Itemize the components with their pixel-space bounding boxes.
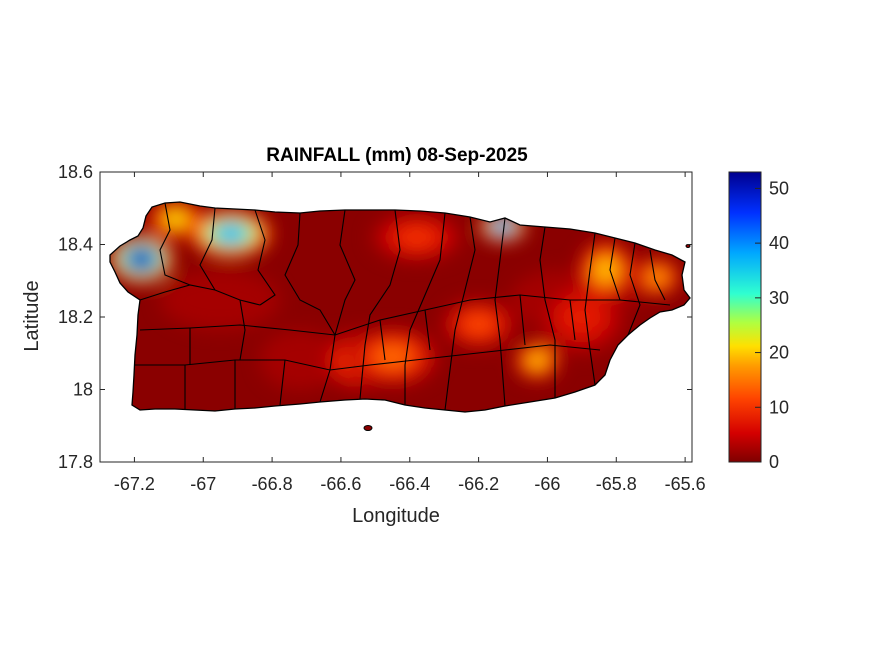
municipality-boundary: [424, 309, 431, 351]
x-axis: -67.2 -67 -66.8 -66.6 -66.4 -66.2 -66 -65.8 -65.…: [114, 172, 706, 494]
rain-cell: [494, 220, 512, 232]
x-tick-label: -66.4: [389, 474, 430, 494]
municipality-boundary: [135, 344, 601, 371]
municipality-boundary: [584, 232, 596, 386]
municipality-boundary: [649, 249, 666, 301]
small-islands: [363, 244, 691, 431]
y-tick-label: 18.2: [58, 307, 93, 327]
island-map: [109, 201, 691, 431]
municipality-boundary: [159, 202, 191, 286]
rain-cell: [528, 353, 546, 368]
colorbar-gradient: [728, 171, 762, 463]
municipality-boundary: [494, 217, 506, 407]
x-tick-label: -65.6: [665, 474, 706, 494]
rain-cell: [215, 224, 247, 243]
rain-cell: [160, 270, 280, 330]
municipality-boundary: [569, 299, 576, 341]
municipality-boundaries: [135, 202, 671, 411]
y-tick-label: 18.4: [58, 235, 93, 255]
colorbar-tick-label: 10: [769, 397, 789, 417]
municipality-boundary: [627, 242, 641, 336]
x-axis-label: Longitude: [352, 505, 440, 527]
rain-cell: [648, 269, 667, 285]
municipality-boundary: [379, 319, 386, 361]
map-title: RAINFALL (mm) 08-Sep-2025: [266, 145, 528, 166]
x-tick-label: -67: [190, 474, 216, 494]
x-tick-label: -67.2: [114, 474, 155, 494]
x-tick-label: -66.8: [252, 474, 293, 494]
y-axis: 17.8 18 18.2 18.4 18.6: [58, 162, 692, 472]
municipality-boundary: [254, 209, 276, 306]
rain-cell: [595, 259, 617, 281]
small-island: [363, 425, 373, 431]
rain-cell: [464, 315, 493, 334]
island-outline: [109, 201, 691, 413]
colorbar-tick-label: 30: [769, 288, 789, 308]
municipality-boundary: [139, 294, 671, 336]
municipality-boundary: [444, 216, 476, 411]
x-tick-label: -66.6: [320, 474, 361, 494]
colorbar-tick-label: 0: [769, 452, 779, 472]
rain-cell: [399, 228, 434, 247]
rain-cell: [165, 211, 187, 227]
rain-cell: [564, 302, 600, 332]
municipality-boundary: [404, 212, 446, 405]
colorbar-tick-label: 40: [769, 233, 789, 253]
y-axis-label: Latitude: [21, 280, 43, 351]
municipality-boundary: [279, 359, 286, 406]
colorbar: 0 10 20 30 40 50: [728, 171, 789, 472]
x-tick-label: -66.2: [458, 474, 499, 494]
municipality-boundary: [239, 299, 246, 361]
municipality-boundary: [199, 207, 216, 291]
y-tick-label: 18.6: [58, 162, 93, 182]
municipality-boundary: [284, 212, 336, 403]
municipality-boundary: [539, 226, 556, 398]
municipality-boundary: [334, 209, 356, 336]
municipality-boundary: [359, 209, 401, 400]
y-tick-label: 17.8: [58, 452, 93, 472]
municipality-boundary: [139, 284, 261, 306]
x-tick-label: -65.8: [596, 474, 637, 494]
colorbar-tick-label: 20: [769, 343, 789, 363]
x-tick-label: -66: [534, 474, 560, 494]
colorbar-tick-label: 50: [769, 178, 789, 198]
y-tick-label: 18: [73, 380, 93, 400]
colorbar-ticks: 0 10 20 30 40 50: [755, 178, 789, 472]
rain-cell: [260, 330, 340, 390]
municipality-boundary: [519, 294, 526, 346]
rain-cell: [129, 249, 154, 269]
municipality-boundary: [609, 237, 621, 301]
